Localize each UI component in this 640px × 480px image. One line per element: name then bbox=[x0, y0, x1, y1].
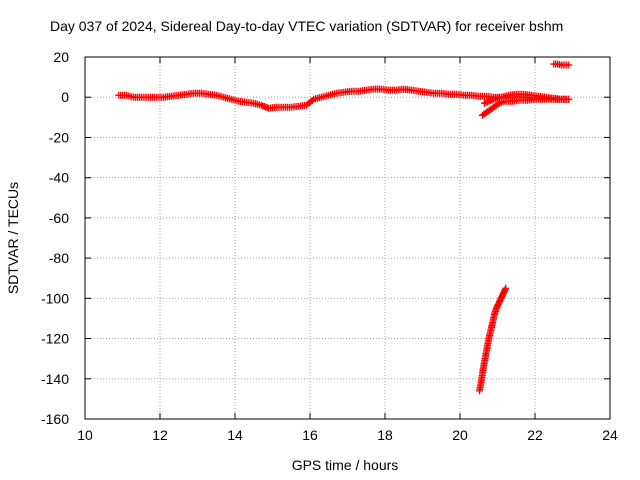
y-tick-label: -120 bbox=[41, 331, 69, 347]
y-tick-label: -140 bbox=[41, 371, 69, 387]
chart-title: Day 037 of 2024, Sidereal Day-to-day VTE… bbox=[50, 18, 564, 34]
data-point bbox=[494, 100, 502, 108]
y-tick-label: -80 bbox=[49, 250, 69, 266]
data-point bbox=[488, 96, 496, 104]
y-tick-label: -20 bbox=[49, 129, 69, 145]
data-point bbox=[502, 284, 510, 292]
data-point bbox=[485, 97, 493, 105]
y-tick-label: -100 bbox=[41, 290, 69, 306]
data-point bbox=[484, 98, 491, 106]
y-tick-label: -40 bbox=[49, 170, 69, 186]
x-tick-label: 16 bbox=[302, 427, 318, 443]
data-point bbox=[565, 61, 573, 69]
data-point bbox=[487, 97, 495, 105]
y-tick-label: 0 bbox=[61, 89, 69, 105]
data-point bbox=[482, 99, 490, 107]
x-tick-label: 22 bbox=[527, 427, 543, 443]
x-tick-label: 20 bbox=[452, 427, 468, 443]
y-tick-label: -60 bbox=[49, 210, 69, 226]
plot-frame bbox=[84, 56, 611, 420]
x-tick-label: 24 bbox=[602, 427, 618, 443]
grid bbox=[85, 57, 610, 419]
data-point bbox=[480, 99, 488, 107]
axes: 10 12 14 16 18 20 22 24 20 0 -20 -40 -60 -80 -100 -120 -… bbox=[41, 49, 618, 443]
y-tick-label: -160 bbox=[41, 411, 69, 427]
x-tick-label: 18 bbox=[377, 427, 393, 443]
x-tick-label: 14 bbox=[227, 427, 243, 443]
data-points bbox=[115, 60, 573, 395]
x-tick-label: 10 bbox=[77, 427, 93, 443]
data-point bbox=[565, 95, 573, 103]
y-tick-label: 20 bbox=[53, 49, 69, 65]
x-tick-label: 12 bbox=[152, 427, 168, 443]
y-axis-label: SDTVAR / TECUs bbox=[5, 182, 21, 294]
x-axis-label: GPS time / hours bbox=[292, 457, 399, 473]
